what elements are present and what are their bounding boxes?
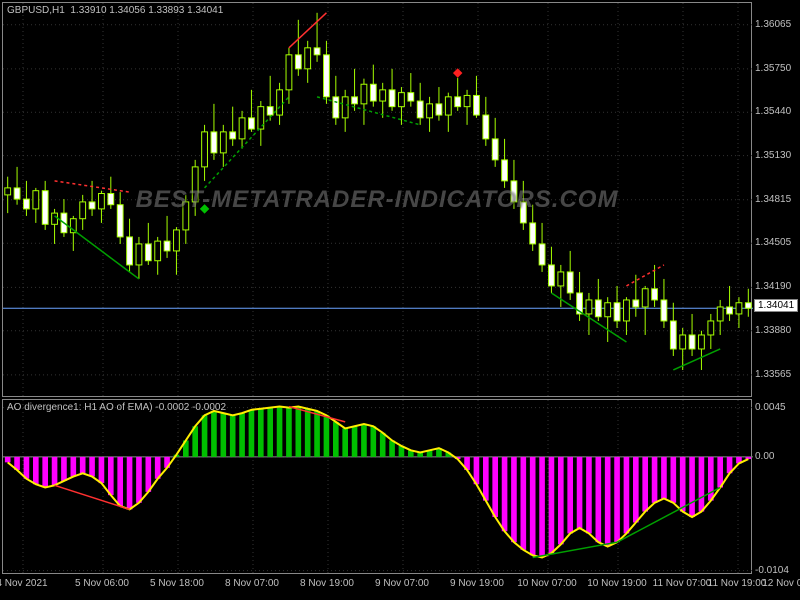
histogram-canvas: [3, 400, 753, 575]
price-y-axis: 1.360651.357501.354401.351301.348151.345…: [753, 3, 797, 396]
indicator-y-axis: 0.00450.00-0.0104: [753, 400, 797, 573]
symbol-title: GBPUSD,H1 1.33910 1.34056 1.33893 1.3404…: [7, 5, 223, 16]
indicator-chart[interactable]: AO divergence1: H1 AO of EMA) -0.0002 -0…: [2, 399, 752, 574]
indicator-title: AO divergence1: H1 AO of EMA) -0.0002 -0…: [7, 402, 226, 413]
time-x-axis: 4 Nov 20215 Nov 06:005 Nov 18:008 Nov 07…: [2, 576, 752, 596]
current-price-label: 1.34041: [754, 299, 798, 312]
candlestick-canvas: [3, 3, 753, 398]
main-price-chart[interactable]: GBPUSD,H1 1.33910 1.34056 1.33893 1.3404…: [2, 2, 752, 397]
